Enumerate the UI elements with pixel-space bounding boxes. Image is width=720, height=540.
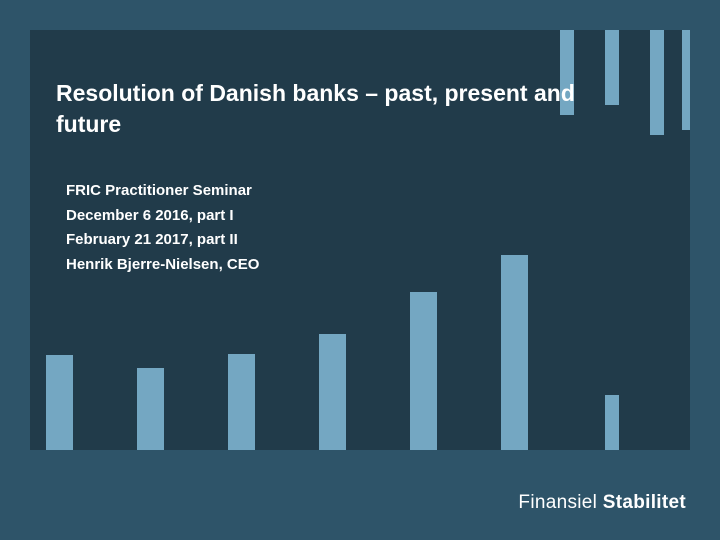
footer-logo: Finansiel Stabilitet xyxy=(518,492,686,514)
decorative-bar xyxy=(410,292,437,450)
subtitle-line: February 21 2017, part II xyxy=(66,229,259,252)
subtitle-line: December 6 2016, part I xyxy=(66,205,259,228)
subtitle-line: Henrik Bjerre-Nielsen, CEO xyxy=(66,254,259,277)
decorative-bar xyxy=(46,355,73,450)
decorative-bar xyxy=(682,30,690,130)
decorative-bar xyxy=(605,395,619,450)
slide-title: Resolution of Danish banks – past, prese… xyxy=(56,78,636,140)
decorative-bar xyxy=(501,255,528,450)
footer-word-light: Finansiel xyxy=(518,492,597,513)
slide-subtitle: FRIC Practitioner Seminar December 6 201… xyxy=(66,180,259,278)
decorative-bar xyxy=(319,334,346,450)
subtitle-line: FRIC Practitioner Seminar xyxy=(66,180,259,203)
footer-word-bold: Stabilitet xyxy=(603,492,686,513)
slide-inner-box: Resolution of Danish banks – past, prese… xyxy=(30,30,690,450)
decorative-bar xyxy=(137,368,164,450)
decorative-bar xyxy=(650,30,664,135)
decorative-bar xyxy=(228,354,255,450)
